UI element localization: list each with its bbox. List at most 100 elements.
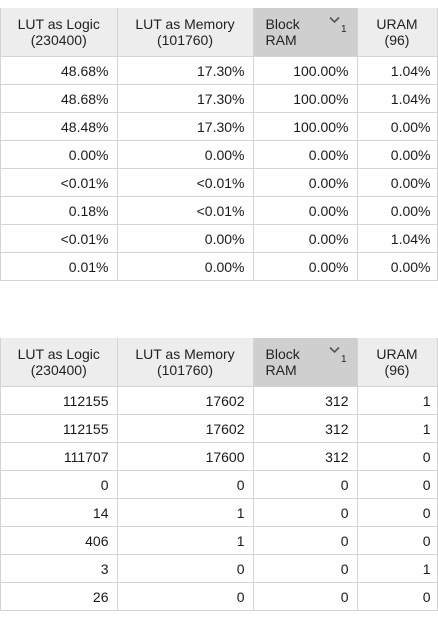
- cell-lut-memory: 0: [117, 582, 254, 611]
- chevron-down-icon: [329, 16, 340, 24]
- table-row[interactable]: 406 1 0 0: [1, 526, 438, 555]
- cell-lut-memory: 17600: [117, 442, 254, 471]
- cell-uram: 0.00%: [357, 168, 438, 197]
- sort-indicator[interactable]: 1: [329, 16, 347, 35]
- column-header-uram[interactable]: URAM (96): [357, 338, 438, 387]
- header-row: LUT as Logic (230400) LUT as Memory (101…: [1, 338, 438, 387]
- cell-lut-logic: 3: [1, 554, 118, 583]
- cell-lut-logic: 26: [1, 582, 118, 611]
- header-line1: LUT as Logic: [17, 346, 100, 362]
- cell-block-ram: 100.00%: [253, 84, 358, 113]
- header-line1: LUT as Logic: [17, 16, 100, 32]
- table-row[interactable]: 14 1 0 0: [1, 498, 438, 527]
- cell-uram: 1.04%: [357, 84, 438, 113]
- table-row[interactable]: 0.18% <0.01% 0.00% 0.00%: [1, 196, 438, 225]
- sort-order-number: 1: [340, 24, 347, 35]
- cell-lut-logic: 48.68%: [1, 56, 118, 85]
- cell-lut-memory: <0.01%: [117, 196, 254, 225]
- cell-uram: 0.00%: [357, 112, 438, 141]
- cell-lut-logic: <0.01%: [1, 224, 118, 253]
- table-body: 112155 17602 312 1 112155 17602 312 1 111707 1760…: [1, 386, 438, 611]
- cell-lut-memory: 0: [117, 470, 254, 499]
- header-row: LUT as Logic (230400) LUT as Memory (101…: [1, 8, 438, 57]
- cell-lut-memory: 17.30%: [117, 84, 254, 113]
- cell-lut-logic: 112155: [1, 386, 118, 415]
- cell-block-ram: 0: [253, 554, 358, 583]
- header-line2: (96): [384, 32, 410, 48]
- cell-lut-logic: 0.01%: [1, 252, 118, 281]
- table-row[interactable]: 112155 17602 312 1: [1, 414, 438, 443]
- chevron-down-icon: [329, 346, 340, 354]
- cell-uram: 0: [357, 498, 438, 527]
- table-row[interactable]: 48.68% 17.30% 100.00% 1.04%: [1, 84, 438, 113]
- table-row[interactable]: 0.00% 0.00% 0.00% 0.00%: [1, 140, 438, 169]
- cell-uram: 1: [357, 554, 438, 583]
- sort-indicator[interactable]: 1: [329, 346, 347, 365]
- header-line2: RAM: [265, 32, 297, 48]
- cell-lut-memory: 17.30%: [117, 112, 254, 141]
- cell-uram: 0: [357, 442, 438, 471]
- cell-uram: 0: [357, 526, 438, 555]
- cell-block-ram: 0.00%: [253, 140, 358, 169]
- cell-lut-logic: 111707: [1, 442, 118, 471]
- cell-lut-memory: <0.01%: [117, 168, 254, 197]
- column-header-block-ram[interactable]: Block RAM 1: [253, 8, 358, 57]
- cell-lut-logic: <0.01%: [1, 168, 118, 197]
- cell-lut-logic: 0.18%: [1, 196, 118, 225]
- cell-lut-memory: 1: [117, 526, 254, 555]
- column-header-lut-logic[interactable]: LUT as Logic (230400): [1, 8, 118, 57]
- cell-block-ram: 0: [253, 582, 358, 611]
- header-line2: (101760): [156, 32, 214, 48]
- cell-lut-logic: 406: [1, 526, 118, 555]
- count-grid: LUT as Logic (230400) LUT as Memory (101…: [1, 338, 438, 611]
- cell-lut-logic: 48.68%: [1, 84, 118, 113]
- cell-uram: 0: [357, 470, 438, 499]
- cell-lut-logic: 112155: [1, 414, 118, 443]
- column-header-block-ram[interactable]: Block RAM 1: [253, 338, 358, 387]
- header-line1: Block: [265, 16, 300, 32]
- column-header-lut-memory[interactable]: LUT as Memory (101760): [117, 338, 254, 387]
- cell-lut-memory: 1: [117, 498, 254, 527]
- utilization-count-table: LUT as Logic (230400) LUT as Memory (101…: [0, 338, 438, 611]
- cell-block-ram: 312: [253, 442, 358, 471]
- cell-lut-memory: 0.00%: [117, 140, 254, 169]
- table-row[interactable]: 0.01% 0.00% 0.00% 0.00%: [1, 252, 438, 281]
- table-row[interactable]: 48.48% 17.30% 100.00% 0.00%: [1, 112, 438, 141]
- cell-block-ram: 0.00%: [253, 252, 358, 281]
- cell-block-ram: 0: [253, 470, 358, 499]
- cell-uram: 0.00%: [357, 252, 438, 281]
- cell-uram: 1: [357, 414, 438, 443]
- column-header-uram[interactable]: URAM (96): [357, 8, 438, 57]
- table-row[interactable]: 111707 17600 312 0: [1, 442, 438, 471]
- cell-uram: 0.00%: [357, 140, 438, 169]
- cell-block-ram: 100.00%: [253, 112, 358, 141]
- cell-uram: 1.04%: [357, 224, 438, 253]
- column-header-lut-memory[interactable]: LUT as Memory (101760): [117, 8, 254, 57]
- cell-lut-logic: 0.00%: [1, 140, 118, 169]
- table-row[interactable]: 48.68% 17.30% 100.00% 1.04%: [1, 56, 438, 85]
- header-line1: Block: [265, 346, 300, 362]
- header-line1: URAM: [376, 16, 418, 32]
- column-header-lut-logic[interactable]: LUT as Logic (230400): [1, 338, 118, 387]
- table-body: 48.68% 17.30% 100.00% 1.04% 48.68% 17.30% 100.…: [1, 56, 438, 281]
- table-row[interactable]: 26 0 0 0: [1, 582, 438, 611]
- cell-block-ram: 0.00%: [253, 168, 358, 197]
- cell-lut-logic: 0: [1, 470, 118, 499]
- table-row[interactable]: <0.01% 0.00% 0.00% 1.04%: [1, 224, 438, 253]
- cell-block-ram: 100.00%: [253, 56, 358, 85]
- cell-block-ram: 312: [253, 386, 358, 415]
- cell-block-ram: 0: [253, 526, 358, 555]
- cell-lut-memory: 17602: [117, 386, 254, 415]
- sort-order-number: 1: [340, 354, 347, 365]
- header-line2: (101760): [156, 362, 214, 378]
- cell-block-ram: 0.00%: [253, 224, 358, 253]
- cell-block-ram: 312: [253, 414, 358, 443]
- cell-uram: 1.04%: [357, 56, 438, 85]
- cell-block-ram: 0: [253, 498, 358, 527]
- table-row[interactable]: 112155 17602 312 1: [1, 386, 438, 415]
- table-row[interactable]: <0.01% <0.01% 0.00% 0.00%: [1, 168, 438, 197]
- cell-lut-memory: 17.30%: [117, 56, 254, 85]
- header-line1: URAM: [376, 346, 418, 362]
